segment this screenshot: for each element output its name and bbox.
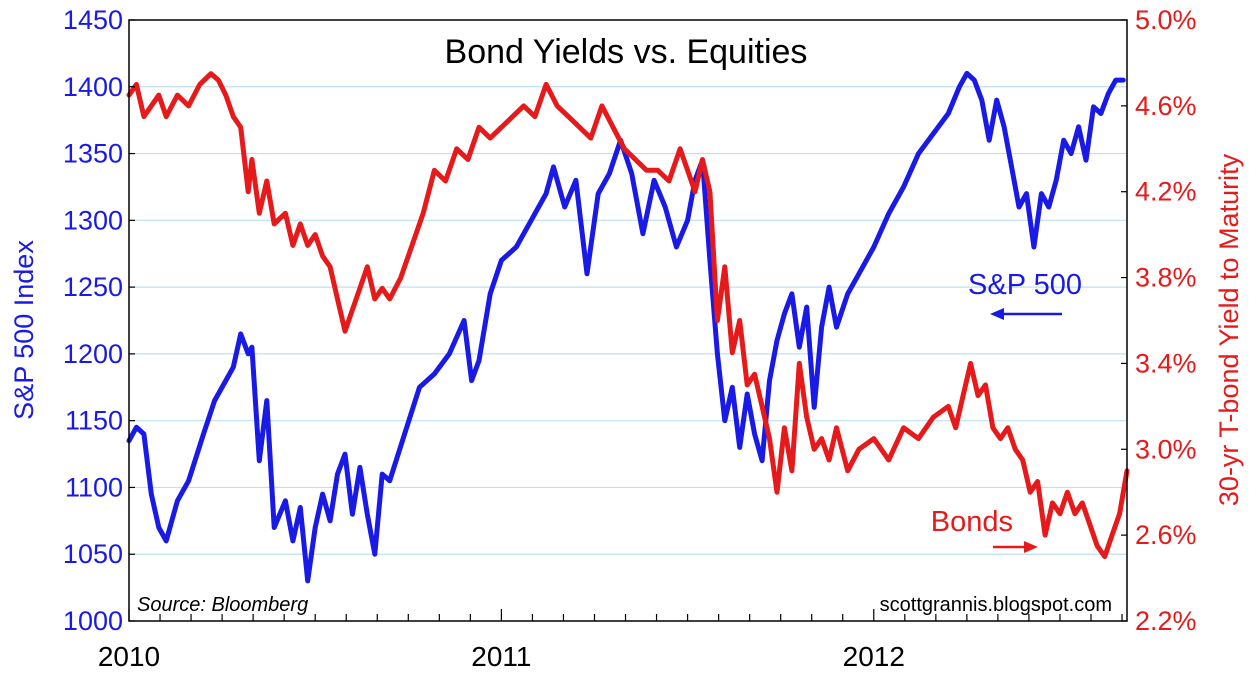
left-tick-label: 1400 [63, 72, 123, 102]
series-layer [126, 70, 1130, 584]
chart-title: Bond Yields vs. Equities [445, 33, 808, 71]
sp500-annotation: S&P 500 [968, 269, 1082, 301]
right-tick-label: 4.6% [1135, 91, 1197, 121]
series-sp500 [126, 70, 1126, 584]
plot-frame [128, 19, 1128, 622]
left-axis-ticks: 1450 1400 1350 1300 1250 1200 1150 1100 1050 1000 [63, 5, 135, 636]
right-axis-title: 30-yr T-bond Yield to Maturity [1214, 153, 1244, 506]
left-tick-label: 1350 [63, 139, 123, 169]
right-tick-label: 2.6% [1135, 520, 1197, 550]
source-note: Source: Bloomberg [137, 594, 308, 616]
bonds-annotation: Bonds [931, 506, 1013, 538]
left-tick-label: 1450 [63, 5, 123, 35]
right-tick-label: 3.0% [1135, 434, 1197, 464]
left-tick-label: 1300 [63, 205, 123, 235]
right-axis-ticks: 5.0% 4.6% 4.2% 3.8% 3.4% 3.0% 2.6% 2.2% [1121, 5, 1197, 636]
bonds-arrow [993, 541, 1038, 553]
series-bonds [126, 71, 1130, 560]
sp500-arrow [990, 308, 1062, 320]
left-tick-label: 1000 [63, 606, 123, 636]
left-tick-label: 1200 [63, 339, 123, 369]
right-tick-label: 3.8% [1135, 263, 1197, 293]
right-tick-label: 2.2% [1135, 606, 1197, 636]
right-tick-label: 4.2% [1135, 177, 1197, 207]
series-line [126, 71, 1130, 560]
right-tick-label: 5.0% [1135, 5, 1197, 35]
x-tick-label: 2010 [98, 641, 160, 672]
x-tick-label: 2011 [471, 641, 531, 672]
right-tick-label: 3.4% [1135, 348, 1197, 378]
gridlines [129, 86, 1127, 555]
left-tick-label: 1150 [65, 406, 123, 436]
x-tick-label: 2012 [843, 641, 905, 672]
left-tick-label: 1050 [63, 539, 123, 569]
left-tick-label: 1100 [65, 472, 123, 502]
credit-note: scottgrannis.blogspot.com [880, 594, 1112, 616]
left-axis-title: S&P 500 Index [9, 240, 39, 420]
x-axis-ticks: 2010 2011 2012 [98, 609, 1123, 672]
left-tick-label: 1250 [63, 272, 123, 302]
